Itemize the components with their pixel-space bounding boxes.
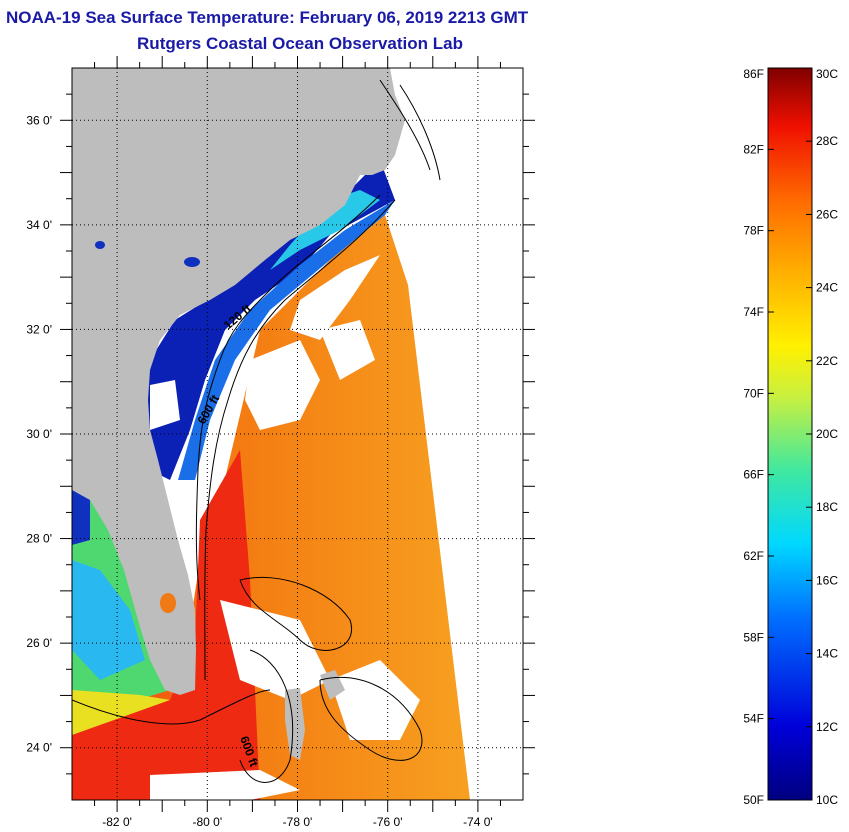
- colorbar-label-c: 14C: [816, 647, 838, 661]
- map-title: NOAA-19 Sea Surface Temperature: Februar…: [6, 8, 529, 27]
- colorbar-fahrenheit-labels: 86F 82F 78F 74F 70F 66F 62F 58F 54F 50F: [743, 67, 774, 807]
- colorbar-label-c: 12C: [816, 720, 838, 734]
- colorbar-label-f: 66F: [743, 468, 764, 482]
- gulf-cyan-water: [72, 560, 145, 680]
- gulf-blue-water: [72, 490, 90, 545]
- inland-water: [95, 241, 200, 613]
- cold-shelf-water: [140, 160, 395, 480]
- lat-label: 34 0': [26, 218, 52, 232]
- colorbar: [767, 67, 813, 801]
- axis-ticks: [60, 56, 535, 812]
- colorbar-label-c: 30C: [816, 67, 838, 81]
- colorbar-label-f: 50F: [743, 793, 764, 807]
- lat-label: 30 0': [26, 427, 52, 441]
- colorbar-label-f: 54F: [743, 712, 764, 726]
- colorbar-label-c: 24C: [816, 281, 838, 295]
- colorbar-label-f: 62F: [743, 549, 764, 563]
- colorbar-label-f: 58F: [743, 630, 764, 644]
- colorbar-label-f: 78F: [743, 224, 764, 238]
- map-image: 120 ft 600 ft 600 ft: [72, 68, 523, 800]
- lat-label: 28 0': [26, 532, 52, 546]
- land-southeast-us: [72, 68, 405, 695]
- colorbar-label-c: 22C: [816, 354, 838, 368]
- colorbar-label-f: 70F: [743, 386, 764, 400]
- colorbar-label-c: 18C: [816, 500, 838, 514]
- land-bahamas-1: [285, 688, 305, 760]
- colorbar-label-c: 16C: [816, 573, 838, 587]
- colorbar-label-c: 28C: [816, 134, 838, 148]
- colorbar-label-c: 26C: [816, 207, 838, 221]
- lat-label: 26 0': [26, 636, 52, 650]
- colorbar-label-c: 10C: [816, 793, 838, 807]
- lat-label: 32 0': [26, 322, 52, 336]
- latitude-labels: 36 0' 34 0' 32 0' 30 0' 28 0' 26 0' 24 0': [26, 113, 52, 754]
- lon-label: -82 0': [102, 815, 132, 829]
- lon-label: -76 0': [373, 815, 403, 829]
- colorbar-label-f: 82F: [743, 142, 764, 156]
- bathymetry-contours: [72, 79, 441, 783]
- lon-label: -78 0': [283, 815, 313, 829]
- lat-label: 24 0': [26, 741, 52, 755]
- lon-label: -80 0': [192, 815, 222, 829]
- cold-shelf-cyan: [270, 190, 380, 270]
- colorbar-label-f: 86F: [743, 67, 764, 81]
- gulf-yellow-water: [72, 690, 170, 735]
- longitude-labels: -82 0' -80 0' -78 0' -76 0' -74 0': [102, 815, 492, 829]
- cloud-patches: [150, 255, 420, 800]
- lon-label: -74 0': [463, 815, 493, 829]
- gulf-stream-band: [72, 450, 260, 800]
- lat-label: 36 0': [26, 113, 52, 127]
- colorbar-label-c: 20C: [816, 427, 838, 441]
- map-subtitle: Rutgers Coastal Ocean Observation Lab: [137, 34, 463, 53]
- colorbar-label-f: 74F: [743, 305, 764, 319]
- colorbar-celsius-labels: 30C 28C 26C 24C 22C 20C 18C 16C 14C 12C 10C: [806, 67, 838, 807]
